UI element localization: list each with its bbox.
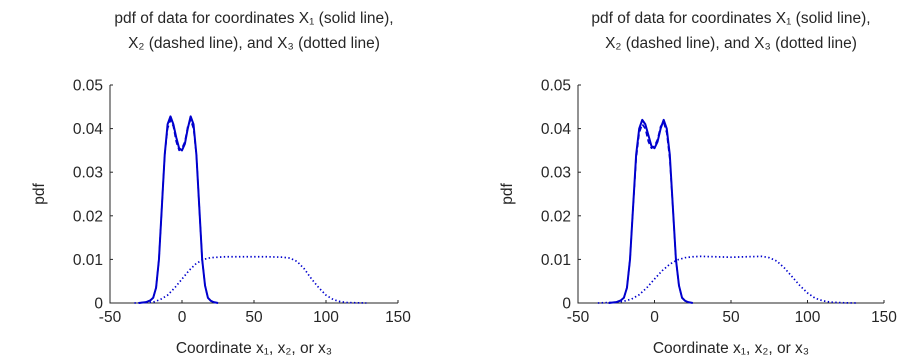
x-tick-label: -50 bbox=[99, 309, 122, 326]
y-axis-label: pdf bbox=[31, 183, 48, 205]
chart-panel: pdf of data for coordinates X₁ (solid li… bbox=[31, 10, 411, 357]
x-tick-label: -50 bbox=[567, 309, 590, 326]
chart-title-line: pdf of data for coordinates X₁ (solid li… bbox=[114, 10, 393, 27]
chart-title-line: pdf of data for coordinates X₁ (solid li… bbox=[591, 10, 870, 27]
x-tick-label: 150 bbox=[871, 309, 897, 326]
y-tick-label: 0.02 bbox=[541, 208, 571, 225]
y-tick-label: 0 bbox=[94, 296, 103, 313]
dashed-series-line bbox=[608, 121, 693, 304]
x-tick-label: 0 bbox=[178, 309, 187, 326]
y-tick-label: 0.03 bbox=[73, 165, 103, 182]
x-axis-label: Coordinate x₁, x₂, or x₃ bbox=[176, 340, 332, 357]
y-tick-label: 0.04 bbox=[73, 121, 104, 138]
dotted-series-line bbox=[134, 255, 367, 304]
y-axis-label: pdf bbox=[499, 183, 516, 205]
y-tick-label: 0.05 bbox=[73, 78, 103, 95]
axes-frame bbox=[109, 85, 398, 304]
y-tick-label: 0 bbox=[562, 296, 571, 313]
solid-series-line bbox=[138, 115, 219, 304]
y-tick-label: 0.02 bbox=[73, 208, 103, 225]
y-tick-label: 0.04 bbox=[541, 121, 572, 138]
x-tick-label: 50 bbox=[245, 309, 263, 326]
x-tick-label: 100 bbox=[313, 309, 339, 326]
chart-panel: pdf of data for coordinates X₁ (solid li… bbox=[499, 10, 897, 357]
chart-title-line: X₂ (dashed line), and X₃ (dotted line) bbox=[605, 35, 857, 52]
x-axis-label: Coordinate x₁, x₂, or x₃ bbox=[653, 340, 809, 357]
x-tick-label: 150 bbox=[385, 309, 411, 326]
y-tick-label: 0.01 bbox=[73, 252, 103, 269]
dotted-series-line bbox=[597, 255, 858, 304]
dashed-series-line bbox=[138, 119, 219, 304]
y-tick-label: 0.05 bbox=[541, 78, 571, 95]
x-tick-label: 100 bbox=[795, 309, 821, 326]
chart-title-line: X₂ (dashed line), and X₃ (dotted line) bbox=[128, 35, 380, 52]
y-tick-label: 0.03 bbox=[541, 165, 571, 182]
y-tick-label: 0.01 bbox=[541, 252, 571, 269]
x-tick-label: 0 bbox=[650, 309, 659, 326]
axes-frame bbox=[577, 85, 884, 304]
x-tick-label: 50 bbox=[722, 309, 740, 326]
